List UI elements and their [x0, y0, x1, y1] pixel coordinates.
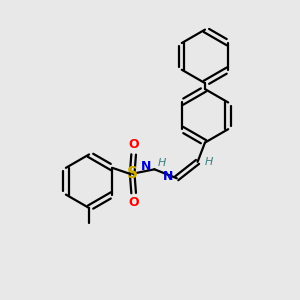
Text: N: N: [140, 160, 151, 173]
Text: S: S: [127, 166, 138, 181]
Text: N: N: [163, 170, 173, 183]
Text: H: H: [158, 158, 166, 168]
Text: H: H: [205, 157, 213, 167]
Text: O: O: [128, 139, 139, 152]
Text: O: O: [128, 196, 139, 209]
